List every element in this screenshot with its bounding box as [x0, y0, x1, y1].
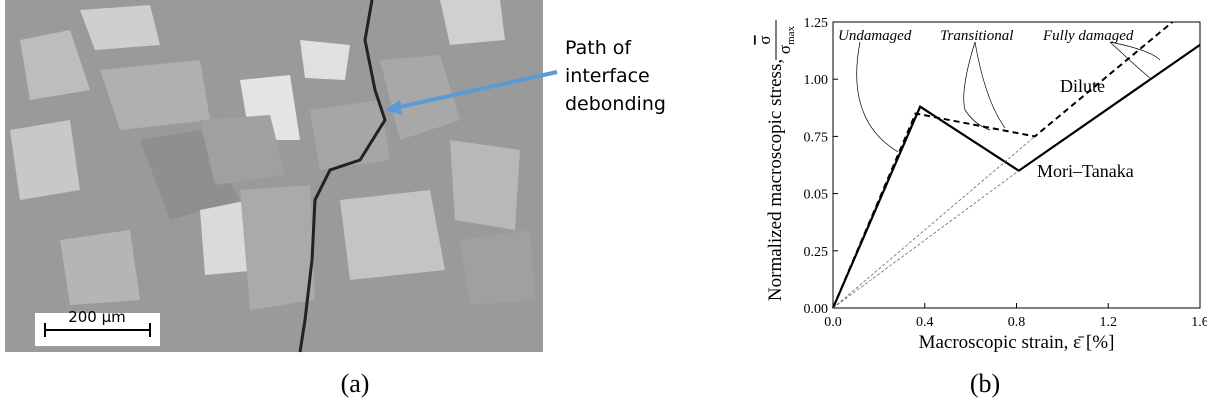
micrograph	[5, 0, 543, 353]
caption: (a)	[341, 369, 370, 398]
annotation: Transitional	[940, 28, 1013, 44]
scale-bar-label: 200 µm	[68, 308, 126, 326]
series-line	[832, 170, 1020, 309]
y-tick-label: 0.05	[804, 188, 829, 203]
annotation: Undamaged	[838, 28, 912, 44]
y-tick-label: 0.75	[804, 130, 829, 145]
y-axis-label-text: Normalized macroscopic stress,	[765, 59, 786, 301]
y-label-denominator: σmax	[775, 25, 797, 54]
x-tick-label: 1.6	[1191, 315, 1207, 330]
x-tick-label: 0.8	[1008, 315, 1026, 330]
arrow	[394, 70, 558, 110]
y-tick-label: 1.25	[804, 16, 829, 31]
y-tick-label: 1.00	[804, 73, 829, 88]
annotation: Fully damaged	[1042, 28, 1134, 44]
y-tick-label: 0.00	[804, 302, 829, 317]
leader-lines	[856, 41, 1161, 153]
y-axis-label: Normalized macroscopic stress,	[765, 59, 786, 301]
x-tick-label: 0.0	[824, 315, 842, 330]
series-label: Dilute	[1060, 76, 1105, 96]
series-line	[832, 136, 1036, 309]
y-tick-label: 0.25	[804, 245, 829, 260]
x-axis-label: Macroscopic strain, ε̄ [%]	[919, 332, 1115, 353]
caption: (b)	[970, 369, 1000, 398]
plot-frame	[832, 21, 1201, 309]
annotation: Path of	[565, 37, 632, 59]
annotation: debonding	[565, 93, 666, 115]
series-label: Mori–Tanaka	[1037, 161, 1134, 181]
annotation: interface	[565, 65, 650, 87]
y-label-subscript: max	[785, 25, 797, 44]
y-label-sigma: σ	[775, 45, 794, 54]
arrow-head	[385, 100, 402, 115]
x-tick-label: 1.2	[1100, 315, 1118, 330]
y-label-numerator: σ	[755, 35, 774, 44]
x-tick-label: 0.4	[916, 315, 934, 330]
series-line	[831, 43, 1201, 309]
